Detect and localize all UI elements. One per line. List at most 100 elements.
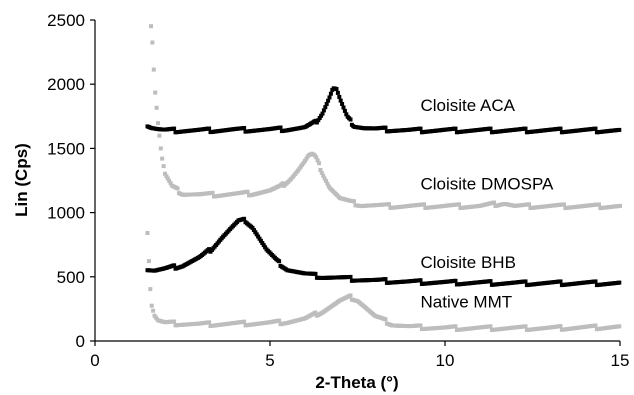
y-tick-label: 2000: [47, 75, 85, 94]
x-tick-label: 0: [90, 351, 99, 370]
y-tick-label: 500: [57, 268, 85, 287]
data-point: [558, 324, 563, 329]
data-point: [328, 91, 333, 96]
data-point: [340, 102, 345, 106]
data-point: [175, 186, 180, 191]
data-point: [145, 231, 150, 235]
data-point: [453, 126, 458, 131]
data-point: [256, 234, 261, 239]
data-point: [150, 40, 155, 45]
data-point: [342, 108, 347, 113]
data-point: [523, 126, 528, 131]
data-point: [527, 202, 531, 207]
data-point: [387, 202, 391, 207]
y-tick-label: 1000: [47, 204, 85, 223]
data-point: [618, 203, 622, 208]
data-point: [418, 278, 423, 283]
data-point: [492, 200, 496, 205]
data-point: [348, 293, 353, 298]
data-point: [327, 95, 332, 100]
data-point: [319, 113, 324, 118]
data-point: [149, 303, 154, 308]
data-point: [304, 156, 309, 161]
data-point: [593, 126, 598, 131]
series-cloisite-dmospa: [149, 24, 622, 211]
data-point: [317, 161, 321, 166]
data-point: [325, 181, 330, 186]
data-point: [148, 287, 153, 292]
data-point: [303, 158, 307, 163]
data-point: [322, 176, 327, 181]
data-point: [207, 247, 212, 252]
data-point: [593, 279, 598, 284]
data-point: [251, 228, 256, 232]
data-point: [210, 190, 215, 195]
data-point: [242, 319, 247, 324]
data-point: [258, 238, 263, 243]
data-point: [597, 202, 601, 207]
series-cloisite-aca: [145, 86, 622, 135]
data-point: [523, 324, 528, 329]
data-point: [260, 241, 265, 245]
data-point: [313, 271, 318, 276]
data-point: [242, 216, 247, 221]
data-point: [313, 310, 318, 315]
data-point: [348, 117, 353, 122]
data-point: [317, 116, 322, 120]
data-point: [277, 259, 282, 264]
data-point: [165, 176, 170, 181]
data-point: [418, 323, 423, 328]
data-point: [277, 318, 282, 323]
series-label: Native MMT: [421, 293, 513, 312]
data-point: [151, 308, 156, 313]
data-point: [326, 98, 331, 103]
axes: [94, 20, 620, 342]
data-point: [453, 278, 458, 283]
data-point: [320, 111, 325, 116]
data-point: [280, 181, 285, 186]
data-point: [324, 101, 329, 106]
data-point: [488, 324, 493, 329]
data-point: [242, 126, 247, 130]
data-point: [167, 178, 172, 183]
data-point: [172, 263, 177, 268]
data-point: [314, 120, 319, 125]
data-point: [383, 277, 388, 282]
x-axis-title: 2-Theta (°): [315, 373, 398, 392]
y-tick-label: 1500: [47, 139, 85, 158]
data-point: [263, 245, 268, 250]
data-point: [422, 202, 426, 207]
data-point: [207, 320, 212, 325]
x-tick-label: 10: [436, 351, 455, 370]
data-point: [558, 126, 563, 131]
data-point: [157, 133, 162, 138]
data-point: [418, 126, 423, 131]
data-point: [488, 279, 493, 284]
data-point: [318, 168, 323, 172]
data-point: [278, 125, 283, 130]
data-point: [156, 121, 160, 126]
data-point: [172, 319, 177, 324]
data-point: [168, 181, 173, 186]
series-cloisite-bhb: [145, 216, 622, 288]
data-point: [558, 279, 563, 284]
y-tick-label: 0: [76, 332, 85, 351]
data-point: [160, 156, 165, 161]
series-layer: [145, 24, 622, 332]
series-labels: Cloisite ACA Cloisite DMOSPA Cloisite BHB N…: [421, 96, 555, 311]
data-point: [617, 127, 622, 132]
data-point: [341, 105, 346, 110]
data-point: [593, 323, 598, 328]
data-point: [457, 202, 461, 207]
data-point: [316, 118, 321, 123]
data-point: [348, 274, 353, 279]
data-point: [245, 189, 250, 194]
data-point: [153, 90, 158, 95]
data-point: [319, 170, 324, 175]
series-label: Cloisite DMOSPA: [421, 174, 555, 193]
data-point: [617, 324, 622, 329]
data-point: [338, 98, 343, 103]
data-point: [149, 24, 153, 29]
data-point: [161, 164, 166, 169]
